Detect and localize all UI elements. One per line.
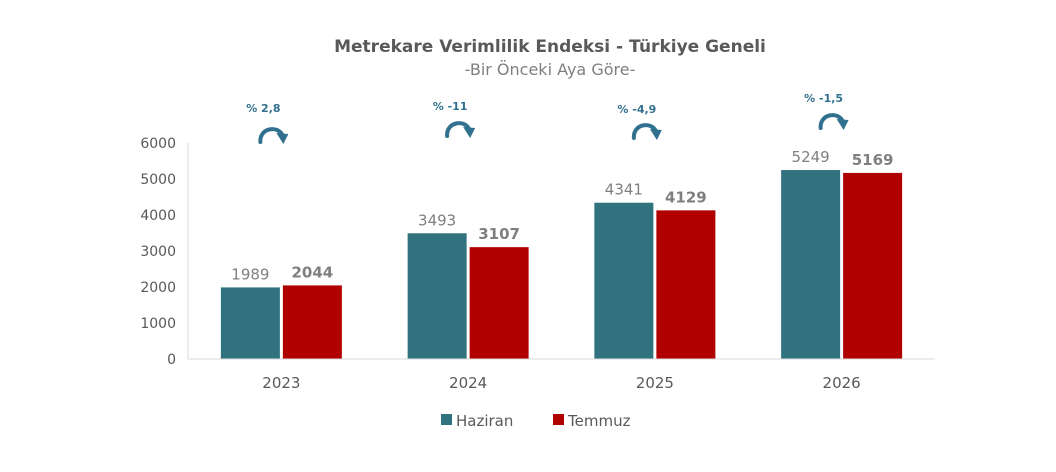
- bar-temmuz-2023: [282, 285, 342, 359]
- y-tick-label: 3000: [140, 244, 176, 260]
- data-label: 4129: [665, 188, 707, 206]
- bar-haziran-2026: [781, 170, 841, 359]
- data-label: 5249: [792, 148, 830, 166]
- y-tick-label: 2000: [140, 280, 176, 296]
- data-label: 4341: [605, 181, 643, 199]
- legend-swatch-haziran: [441, 414, 452, 425]
- x-tick-label: 2023: [262, 374, 300, 392]
- bar-temmuz-2026: [843, 172, 903, 359]
- curved-arrow-icon: [258, 127, 289, 144]
- x-tick-label: 2025: [636, 374, 674, 392]
- legend-label-temmuz: Temmuz: [567, 412, 631, 430]
- legend-label-haziran: Haziran: [456, 412, 513, 430]
- change-annotations: % 2,8 % -11 % -4,9 % -1,5: [246, 92, 849, 144]
- y-tick-label: 0: [167, 352, 176, 368]
- bar-haziran-2025: [594, 202, 654, 359]
- change-label: % -1,5: [804, 92, 843, 105]
- curved-arrow-icon: [445, 121, 476, 138]
- change-label: % 2,8: [246, 102, 280, 115]
- y-axis: 0 1000 2000 3000 4000 5000 6000: [140, 136, 189, 368]
- data-label: 5169: [852, 151, 894, 169]
- chart-title: Metrekare Verimlilik Endeksi - Türkiye G…: [334, 37, 766, 57]
- change-label: % -4,9: [617, 103, 656, 116]
- bar-temmuz-2025: [656, 210, 716, 359]
- x-tick-label: 2024: [449, 374, 487, 392]
- x-axis: 2023 2024 2025 2026: [188, 358, 935, 392]
- curved-arrow-icon: [631, 123, 662, 140]
- bar-haziran-2023: [220, 287, 280, 359]
- y-tick-label: 4000: [140, 208, 176, 224]
- y-tick-label: 6000: [140, 136, 176, 152]
- curved-arrow-icon: [818, 113, 849, 130]
- data-label: 2044: [292, 263, 334, 281]
- x-tick-label: 2026: [823, 374, 861, 392]
- legend-swatch-temmuz: [553, 414, 564, 425]
- y-tick-label: 5000: [140, 172, 176, 188]
- legend: Haziran Temmuz: [441, 412, 631, 430]
- bars: 1989 2044 3493 3107 4341 4129 5249 5169: [220, 148, 903, 359]
- change-label: % -11: [433, 100, 468, 113]
- y-tick-label: 1000: [140, 316, 176, 332]
- bar-haziran-2024: [407, 233, 467, 359]
- data-label: 3493: [418, 211, 456, 229]
- data-label: 1989: [231, 265, 269, 283]
- data-label: 3107: [478, 225, 520, 243]
- bar-temmuz-2024: [469, 247, 529, 359]
- chart-subtitle: -Bir Önceki Aya Göre-: [465, 60, 636, 79]
